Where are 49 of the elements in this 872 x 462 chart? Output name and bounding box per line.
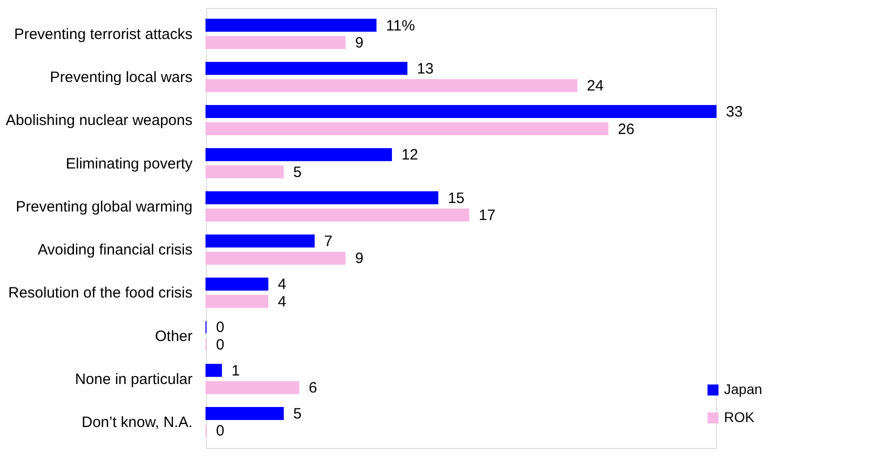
- bar: [206, 381, 300, 394]
- bar: [206, 208, 470, 222]
- bar: [206, 79, 578, 92]
- bar: [206, 18, 376, 32]
- data-label: 7: [324, 232, 333, 250]
- data-label: 9: [355, 34, 364, 52]
- data-label: 5: [293, 164, 302, 181]
- data-label: 9: [355, 250, 364, 268]
- y-tick-label: Eliminating poverty: [66, 155, 193, 172]
- bar: [206, 191, 438, 204]
- bar: [206, 62, 408, 75]
- data-label: 24: [586, 78, 604, 95]
- bar: [206, 165, 284, 178]
- data-label: 12: [401, 146, 418, 164]
- bar: [206, 36, 346, 50]
- data-label: 5: [293, 405, 302, 422]
- y-tick-label: None in particular: [74, 370, 193, 388]
- y-tick-label: Preventing terrorist attacks: [14, 26, 192, 43]
- y-tick-label: Preventing local wars: [50, 69, 192, 86]
- data-label: 0: [216, 336, 224, 354]
- data-label: 13: [416, 60, 434, 78]
- data-label: 4: [278, 293, 286, 310]
- bar: [206, 252, 346, 265]
- y-tick-label: Preventing global warming: [16, 198, 192, 216]
- y-tick-label: Resolution of the food crisis: [8, 284, 192, 302]
- bar: [206, 278, 268, 291]
- data-label: 4: [278, 276, 286, 294]
- data-label: 0: [216, 422, 224, 440]
- bar: [206, 294, 268, 308]
- bar: [206, 234, 315, 248]
- y-tick-label: Don’t know, N.A.: [82, 414, 192, 432]
- bar: [206, 406, 284, 420]
- bar: [206, 105, 716, 118]
- data-label: 17: [478, 207, 496, 224]
- data-label: 11%: [386, 17, 415, 34]
- data-label: 0: [216, 319, 224, 336]
- data-label: 1: [231, 362, 240, 380]
- y-tick-label: Avoiding financial crisis: [38, 242, 192, 259]
- y-tick-label: Abolishing nuclear weapons: [6, 112, 192, 130]
- legend-label: ROK: [724, 409, 755, 425]
- data-label: 15: [448, 190, 465, 207]
- y-tick-label: Other: [154, 328, 193, 345]
- data-label: 26: [618, 120, 635, 138]
- legend-label: Japan: [724, 381, 762, 397]
- data-label: 6: [308, 380, 318, 397]
- bar: [206, 122, 608, 136]
- bar: [206, 364, 222, 377]
- bar: [206, 148, 392, 162]
- data-label: 33: [726, 104, 743, 121]
